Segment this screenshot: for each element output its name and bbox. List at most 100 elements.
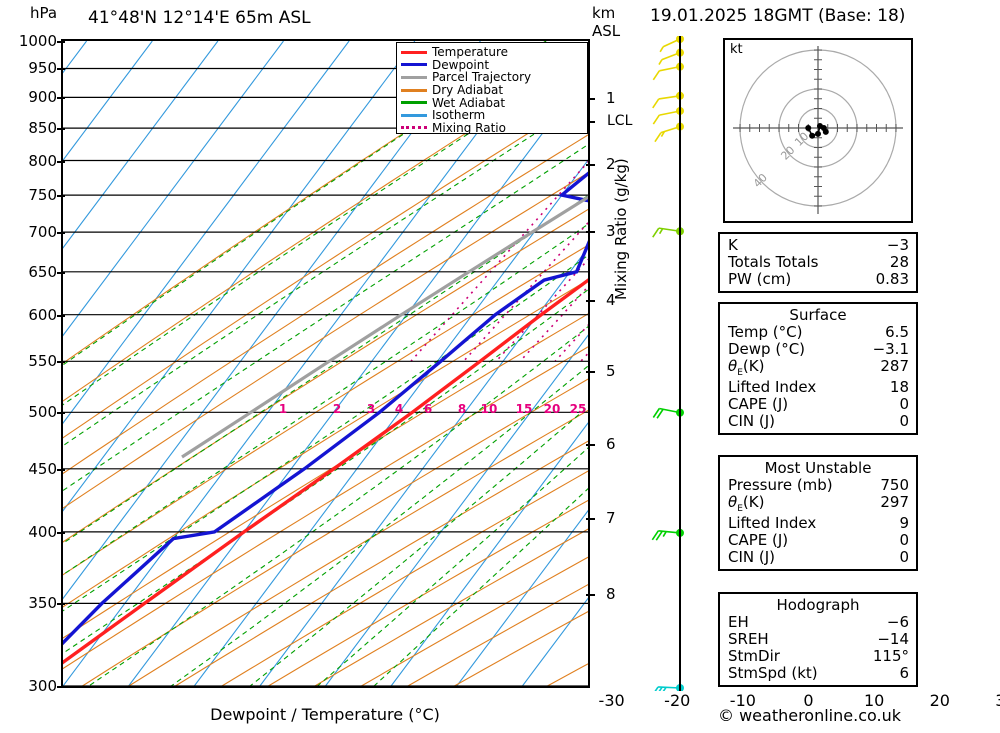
surface-row: Temp (°C) 6.5	[720, 324, 916, 341]
legend-item: Dry Adiabat	[401, 84, 583, 97]
surface-row: CIN (J) 0	[720, 413, 916, 430]
altitude-tick-mark	[586, 594, 595, 597]
skewt-svg	[63, 41, 588, 686]
mixing-ratio-label-15: 15	[515, 402, 533, 416]
hodograph-point	[809, 132, 816, 139]
pressure-unit-label: hPa	[30, 4, 58, 22]
isotherm-line	[259, 246, 588, 686]
hodograph-stat-key: StmDir	[728, 647, 780, 665]
legend-swatch-icon	[401, 101, 427, 105]
series-parcel-trajectory	[181, 195, 588, 459]
legend-item: Mixing Ratio	[401, 122, 583, 135]
wet-adiabat-line	[249, 406, 588, 686]
pressure-tick-850: 850	[28, 119, 57, 138]
most-unstable-row: Lifted Index 9	[720, 515, 916, 532]
dry-adiabat-line	[82, 378, 588, 686]
legend-swatch-icon	[401, 113, 427, 117]
most-unstable-row: θE(K) 297	[720, 494, 916, 515]
pressure-tick-1000: 1000	[18, 32, 57, 50]
index-row: Totals Totals 28	[720, 254, 916, 271]
pressure-tick-mark	[57, 128, 65, 131]
surface-row: θE(K) 287	[720, 358, 916, 379]
index-key: K	[728, 236, 738, 254]
hodograph-stat-row: EH −6	[720, 614, 916, 631]
wind-barb	[652, 106, 684, 125]
most-unstable-key: Pressure (mb)	[728, 476, 833, 494]
isotherm-line	[63, 41, 88, 74]
skewt-plot-frame[interactable]	[61, 39, 590, 688]
surface-value: −3.1	[872, 340, 909, 358]
pressure-tick-700: 700	[28, 223, 57, 242]
altitude-tick-8: 8	[606, 585, 616, 604]
altitude-tick-6: 6	[606, 434, 616, 453]
most-unstable-box: Most Unstable Pressure (mb) 750 θE(K) 297 Lif…	[718, 455, 918, 571]
dry-adiabat-line	[63, 313, 588, 639]
hodograph-plot[interactable]: kt 10 20 40	[723, 38, 913, 223]
legend-swatch-icon	[401, 88, 427, 92]
most-unstable-value: 750	[880, 476, 909, 494]
most-unstable-value: 0	[899, 531, 909, 549]
isotherm-line	[63, 41, 350, 424]
altitude-tick-3: 3	[606, 222, 616, 241]
legend-item: Wet Adiabat	[401, 96, 583, 109]
pressure-tick-750: 750	[28, 186, 57, 205]
most-unstable-key: CIN (J)	[728, 548, 776, 566]
index-value: 28	[889, 253, 909, 271]
mixing-ratio-label-10: 10	[480, 402, 498, 416]
hodograph-stat-key: StmSpd (kt)	[728, 664, 818, 682]
legend-label: Dewpoint	[432, 57, 490, 72]
most-unstable-row: CAPE (J) 0	[720, 532, 916, 549]
surface-row: Lifted Index 18	[720, 379, 916, 396]
legend-label: Mixing Ratio	[432, 120, 506, 135]
surface-title: Surface	[789, 306, 847, 324]
dry-adiabat-line	[221, 470, 588, 686]
pressure-tick-mark	[57, 195, 65, 198]
most-unstable-value: 297	[880, 493, 909, 511]
temperature-tick-30: 30	[995, 693, 1000, 709]
most-unstable-value: 9	[899, 514, 909, 532]
lcl-label: LCL	[607, 113, 633, 130]
isotherm-line	[128, 71, 588, 686]
pressure-tick-mark	[57, 412, 65, 415]
legend-label: Dry Adiabat	[432, 83, 504, 98]
dry-adiabat-line	[407, 584, 588, 686]
altitude-tick-mark	[586, 231, 595, 234]
pressure-tick-mark	[57, 686, 65, 688]
wind-barb	[654, 122, 684, 143]
lcl-tick-mark	[586, 121, 595, 124]
isotherm-line	[521, 597, 588, 686]
surface-value: 18	[889, 378, 909, 396]
altitude-tick-mark	[586, 300, 595, 303]
surface-row: CAPE (J) 0	[720, 396, 916, 413]
hodograph-stat-value: −6	[886, 613, 909, 631]
mixing-ratio-label-4: 4	[394, 402, 404, 416]
pressure-tick-800: 800	[28, 151, 57, 170]
hodograph-stat-value: −14	[877, 630, 909, 648]
pressure-tick-500: 500	[28, 403, 57, 422]
series-dewpoint	[63, 171, 588, 646]
temperature-tick--30: -30	[598, 691, 625, 710]
index-key: PW (cm)	[728, 270, 792, 288]
pressure-tick-mark	[57, 160, 65, 163]
altitude-unit-label-1: km	[592, 4, 616, 22]
pressure-tick-650: 650	[28, 262, 57, 281]
wind-barb	[651, 528, 684, 541]
pressure-tick-mark	[57, 361, 65, 364]
isotherm-line	[325, 334, 588, 686]
legend-swatch-icon	[401, 63, 427, 67]
altitude-tick-mark	[586, 371, 595, 374]
wet-adiabat-line	[317, 447, 588, 686]
mixing-ratio-label-2: 2	[332, 402, 342, 416]
hodograph-ring-label: 10	[792, 130, 811, 149]
legend-label: Wet Adiabat	[432, 95, 506, 110]
altitude-tick-5: 5	[606, 362, 616, 381]
legend-item: Isotherm	[401, 109, 583, 122]
mixing-ratio-label-1: 1	[278, 402, 288, 416]
surface-value: 6.5	[885, 323, 909, 341]
index-row: K −3	[720, 237, 916, 254]
most-unstable-key: CAPE (J)	[728, 531, 789, 549]
surface-value: 0	[899, 412, 909, 430]
legend-swatch-icon	[401, 75, 427, 79]
